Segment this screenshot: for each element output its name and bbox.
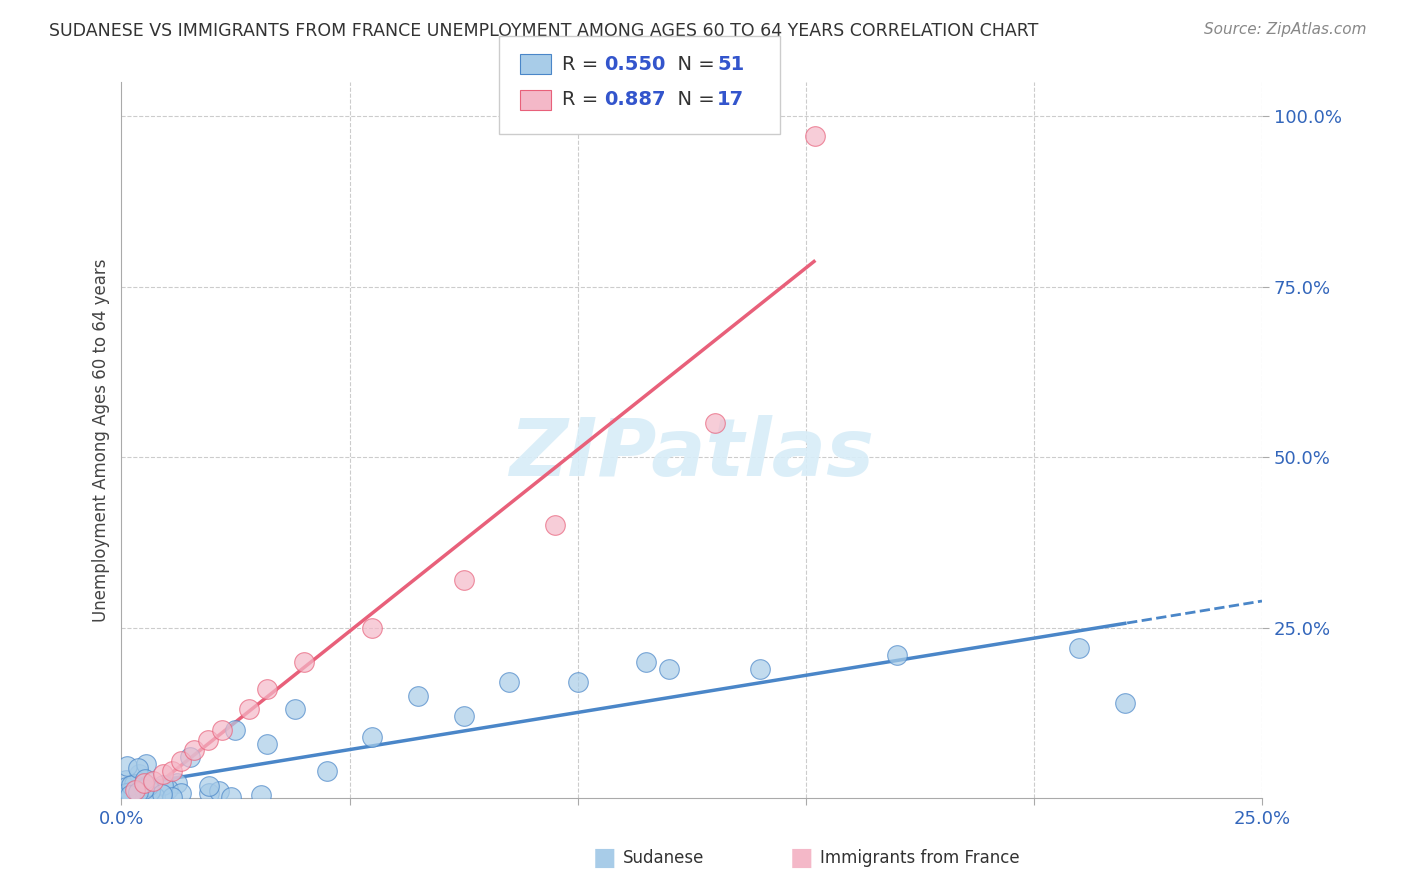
Point [142,774,165,789]
Point [361,730,384,744]
Point [1114,696,1136,710]
Point [160,764,183,778]
Point [224,723,246,737]
Point [115,772,138,787]
Point [160,789,183,804]
Point [219,789,242,804]
Point [135,756,157,771]
Point [152,767,174,781]
Text: 0.887: 0.887 [605,90,666,110]
Point [238,702,260,716]
Point [749,661,772,675]
Text: N =: N = [665,54,721,74]
Point [256,737,278,751]
Point [143,789,166,804]
Point [292,655,315,669]
Text: 17: 17 [717,90,744,110]
Point [453,573,475,587]
Point [124,783,146,797]
Point [127,784,149,798]
Point [249,788,271,802]
Point [166,776,188,790]
Point [131,787,153,801]
Point [406,689,429,703]
Text: 51: 51 [717,54,744,74]
Text: Sudanese: Sudanese [623,849,704,867]
Point [157,782,180,797]
Text: 0.550: 0.550 [605,54,666,74]
Point [132,780,155,795]
Point [256,681,278,696]
Point [197,733,219,747]
Text: R =: R = [562,54,605,74]
Text: N =: N = [665,90,721,110]
Point [544,518,567,533]
Point [115,780,138,794]
Point [135,785,157,799]
Point [115,789,138,803]
Point [703,416,725,430]
Text: R =: R = [562,90,605,110]
Point [139,783,162,797]
Point [170,786,193,800]
Point [636,655,658,669]
Point [138,780,160,794]
Point [804,129,827,144]
Point [361,621,384,635]
Point [134,781,156,796]
Y-axis label: Unemployment Among Ages 60 to 64 years: Unemployment Among Ages 60 to 64 years [93,259,110,622]
Point [150,788,173,802]
Point [120,785,142,799]
Point [122,777,145,791]
Point [121,786,143,800]
Point [211,723,233,737]
Text: Source: ZipAtlas.com: Source: ZipAtlas.com [1204,22,1367,37]
Point [886,648,908,662]
Text: SUDANESE VS IMMIGRANTS FROM FRANCE UNEMPLOYMENT AMONG AGES 60 TO 64 YEARS CORREL: SUDANESE VS IMMIGRANTS FROM FRANCE UNEMP… [49,22,1039,40]
Point [170,754,193,768]
Text: ZIPatlas: ZIPatlas [509,416,875,493]
Point [120,779,142,793]
Point [134,772,156,786]
Point [658,661,681,675]
Text: Immigrants from France: Immigrants from France [820,849,1019,867]
Point [127,761,149,775]
Point [284,702,307,716]
Point [198,785,221,799]
Point [179,750,201,764]
Point [128,767,150,781]
Point [198,779,221,793]
Point [115,759,138,773]
Point [115,786,138,800]
Point [138,785,160,799]
Point [1069,641,1091,656]
Point [315,764,337,778]
Point [453,709,475,723]
Point [498,675,520,690]
Text: ■: ■ [790,847,813,870]
Point [567,675,589,690]
Point [183,743,205,757]
Point [135,787,157,801]
Point [152,778,174,792]
Point [118,789,141,803]
Text: ■: ■ [593,847,616,870]
Point [134,776,156,790]
Point [208,783,231,797]
